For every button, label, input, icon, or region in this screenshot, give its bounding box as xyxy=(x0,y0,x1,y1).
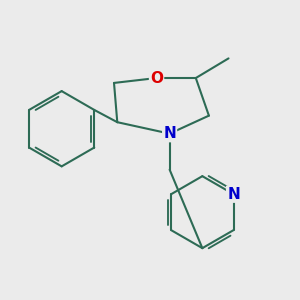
Text: N: N xyxy=(163,126,176,141)
Text: O: O xyxy=(150,70,163,86)
Text: N: N xyxy=(227,187,240,202)
